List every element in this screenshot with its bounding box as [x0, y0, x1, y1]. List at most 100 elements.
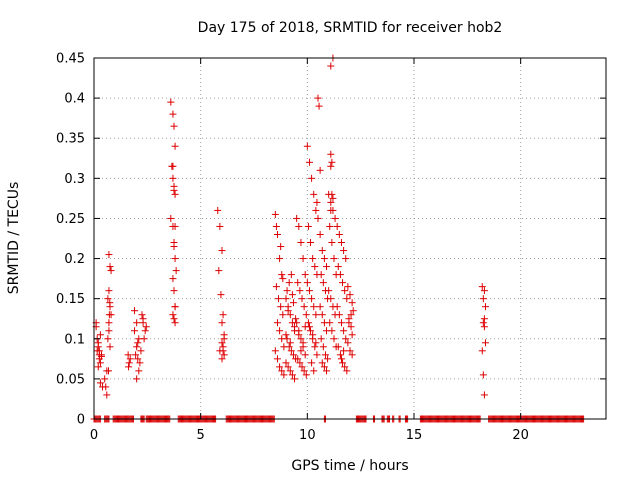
- data-point: [103, 391, 111, 399]
- data-point: [169, 174, 177, 182]
- data-point: [139, 315, 147, 323]
- data-point: [335, 230, 343, 238]
- data-point: [101, 375, 109, 383]
- y-tick-label: 0.45: [56, 52, 85, 67]
- data-point: [105, 251, 113, 259]
- data-point: [480, 323, 488, 331]
- data-point: [283, 335, 291, 343]
- data-point: [346, 291, 354, 299]
- data-point: [107, 267, 115, 275]
- data-point: [339, 279, 347, 287]
- y-tick-label: 0: [77, 413, 85, 428]
- data-point: [288, 371, 296, 379]
- data-point: [301, 351, 309, 359]
- data-point: [305, 323, 313, 331]
- data-point: [312, 339, 320, 347]
- data-point: [328, 327, 336, 335]
- data-point: [304, 319, 312, 327]
- data-point: [341, 287, 349, 295]
- data-point: [171, 222, 179, 230]
- data-point: [125, 359, 133, 367]
- data-point: [479, 295, 487, 303]
- data-point: [284, 363, 292, 371]
- data-point: [343, 295, 351, 303]
- data-point: [478, 283, 486, 291]
- data-point: [96, 359, 104, 367]
- data-point: [333, 222, 341, 230]
- data-point: [218, 319, 226, 327]
- data-point: [310, 367, 318, 375]
- data-point: [328, 158, 336, 166]
- data-point: [326, 319, 334, 327]
- data-point: [277, 243, 285, 251]
- data-point: [214, 206, 222, 214]
- data-point: [301, 271, 309, 279]
- data-point: [280, 371, 288, 379]
- data-point: [327, 206, 335, 214]
- data-point: [133, 319, 141, 327]
- data-point: [138, 311, 146, 319]
- data-point: [219, 347, 227, 355]
- data-point: [286, 367, 294, 375]
- data-point: [271, 210, 279, 218]
- data-point: [304, 222, 312, 230]
- data-point: [323, 367, 331, 375]
- data-point: [136, 359, 144, 367]
- data-point: [337, 355, 345, 363]
- data-point: [134, 355, 142, 363]
- data-point: [313, 198, 321, 206]
- data-point: [284, 307, 292, 315]
- data-point: [327, 162, 335, 170]
- data-point: [317, 271, 325, 279]
- data-point: [169, 311, 177, 319]
- data-point: [96, 379, 104, 387]
- data-point: [293, 319, 301, 327]
- data-point: [319, 279, 327, 287]
- data-point: [218, 339, 226, 347]
- data-point: [297, 239, 305, 247]
- data-point: [170, 186, 178, 194]
- data-point: [480, 287, 488, 295]
- data-point: [94, 363, 102, 371]
- x-tick-label: 0: [90, 428, 98, 443]
- data-point: [344, 339, 352, 347]
- data-point: [305, 287, 313, 295]
- data-point: [105, 311, 113, 319]
- data-point: [317, 335, 325, 343]
- data-point: [172, 267, 180, 275]
- data-point: [285, 279, 293, 287]
- data-point: [311, 343, 319, 351]
- data-point: [271, 347, 279, 355]
- data-point: [311, 263, 319, 271]
- data-point: [326, 222, 334, 230]
- data-point: [106, 263, 114, 271]
- data-point: [327, 198, 335, 206]
- data-point: [171, 142, 179, 150]
- data-point: [106, 299, 114, 307]
- data-point: [303, 279, 311, 287]
- data-point: [328, 239, 336, 247]
- data-point: [295, 222, 303, 230]
- data-points: [90, 54, 588, 423]
- data-point: [328, 190, 336, 198]
- data-point: [318, 359, 326, 367]
- data-point: [340, 327, 348, 335]
- data-point: [347, 323, 355, 331]
- data-point: [308, 174, 316, 182]
- data-point: [348, 331, 356, 339]
- data-point: [125, 363, 133, 371]
- data-point: [105, 319, 113, 327]
- data-point: [480, 315, 488, 323]
- data-point: [275, 295, 283, 303]
- data-point: [300, 303, 308, 311]
- data-point: [215, 267, 223, 275]
- data-point: [297, 347, 305, 355]
- data-point: [342, 335, 350, 343]
- data-point: [316, 166, 324, 174]
- data-point: [137, 347, 145, 355]
- data-point: [297, 335, 305, 343]
- data-point: [330, 255, 338, 263]
- data-point: [310, 303, 318, 311]
- data-point: [132, 351, 140, 359]
